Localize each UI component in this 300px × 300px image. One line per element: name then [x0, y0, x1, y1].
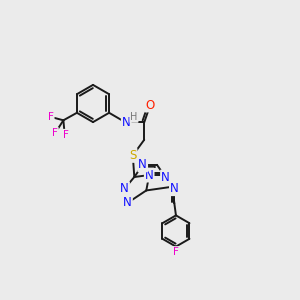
- Text: F: F: [48, 112, 54, 122]
- Text: F: F: [173, 247, 179, 257]
- Text: F: F: [63, 130, 69, 140]
- Text: N: N: [138, 158, 147, 171]
- Text: N: N: [170, 182, 179, 195]
- Text: O: O: [145, 98, 154, 112]
- Text: F: F: [52, 128, 58, 138]
- Text: S: S: [129, 149, 136, 162]
- Text: H: H: [130, 112, 138, 122]
- Text: N: N: [161, 170, 170, 184]
- Text: N: N: [123, 196, 132, 209]
- Text: N: N: [120, 182, 129, 195]
- Text: N: N: [122, 116, 130, 129]
- Text: N: N: [145, 169, 154, 182]
